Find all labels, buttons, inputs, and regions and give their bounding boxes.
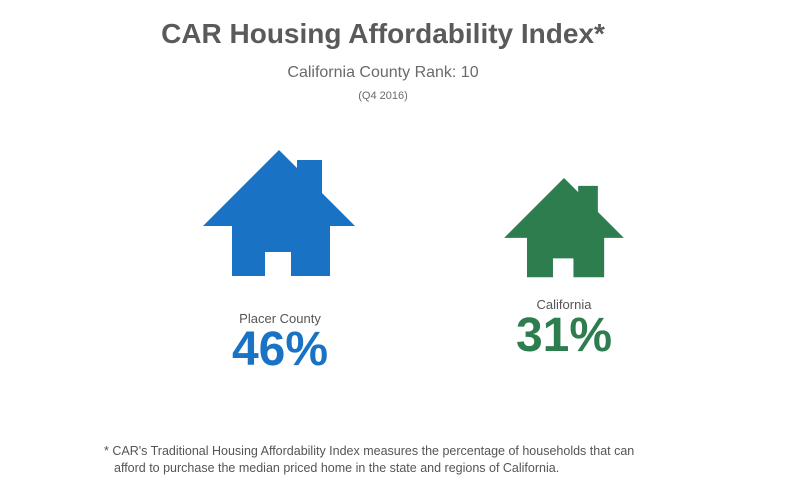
period-label: (Q4 2016): [358, 90, 408, 102]
chart-subtitle: California County Rank: 10: [287, 64, 479, 81]
chart-title: CAR Housing Affordability Index*: [161, 18, 605, 49]
california-label: California: [536, 297, 592, 312]
footnote-line-2: afford to purchase the median priced hom…: [114, 461, 560, 475]
california-value: 31%: [515, 309, 613, 362]
footnote-line-1: * CAR's Traditional Housing Affordabilit…: [104, 444, 635, 458]
footnote: * CAR's Traditional Housing Affordabilit…: [104, 443, 744, 477]
placer-county-house-icon: [203, 150, 355, 276]
california-house-icon: [504, 178, 624, 278]
placer-county-label: Placer County: [239, 311, 321, 326]
placer-county-value: 46%: [231, 323, 329, 376]
